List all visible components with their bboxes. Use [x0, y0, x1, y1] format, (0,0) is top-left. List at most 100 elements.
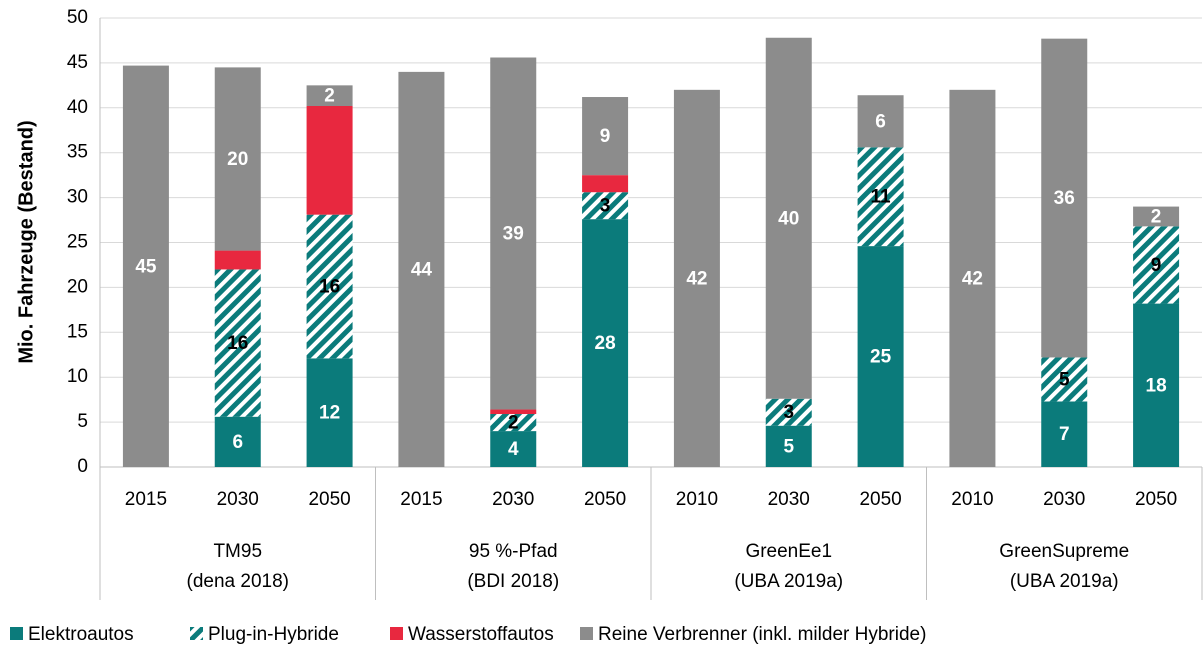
- group-label: TM95: [213, 541, 262, 562]
- value-label: 5: [1059, 369, 1070, 390]
- bar-segment: [1041, 38, 1088, 358]
- bar-segment: [1133, 303, 1180, 467]
- x-tick-label: 2015: [400, 489, 442, 510]
- value-label: 44: [411, 259, 433, 280]
- y-tick-label: 40: [67, 97, 88, 118]
- x-tick-label: 2030: [217, 489, 259, 510]
- value-label: 16: [227, 333, 248, 354]
- x-tick-label: 2050: [859, 489, 901, 510]
- x-tick-label: 2010: [951, 489, 993, 510]
- bar-segment: [122, 65, 169, 468]
- x-tick-label: 2030: [492, 489, 534, 510]
- y-tick-label: 10: [67, 366, 88, 387]
- group-label: GreenEe1: [745, 541, 832, 562]
- y-tick-label: 45: [67, 52, 88, 73]
- bar-segment: [857, 95, 904, 148]
- value-label: 2: [324, 86, 335, 107]
- group-source: (UBA 2019a): [734, 571, 843, 592]
- bar-segment: [306, 358, 353, 467]
- legend-swatch: [390, 627, 403, 640]
- value-label: 6: [875, 111, 886, 132]
- bar-segment: [765, 398, 812, 426]
- bar-segment: [582, 219, 629, 467]
- y-tick-label: 5: [77, 411, 88, 432]
- value-label: 28: [595, 333, 616, 354]
- bar-segment: [765, 425, 812, 467]
- bar-segment: [582, 97, 629, 176]
- value-label: 2: [508, 413, 519, 434]
- bar-segment: [306, 85, 353, 107]
- y-tick-label: 0: [77, 456, 88, 477]
- value-label: 4: [508, 439, 519, 460]
- x-tick-label: 2030: [1043, 489, 1085, 510]
- value-label: 18: [1146, 375, 1167, 396]
- value-label: 7: [1059, 424, 1070, 445]
- value-label: 3: [600, 196, 611, 217]
- bar-segment: [490, 409, 537, 415]
- x-tick-label: 2030: [768, 489, 810, 510]
- value-label: 39: [503, 224, 524, 245]
- y-tick-label: 30: [67, 187, 88, 208]
- value-label: 25: [870, 347, 892, 368]
- y-tick-label: 20: [67, 276, 88, 297]
- bar-segment: [857, 147, 904, 247]
- group-source: (UBA 2019a): [1010, 571, 1119, 592]
- x-tick-label: 2050: [584, 489, 626, 510]
- value-label: 45: [135, 256, 157, 277]
- value-label: 12: [319, 403, 340, 424]
- legend-label: Reine Verbrenner (inkl. milder Hybride): [598, 624, 926, 645]
- value-label: 5: [783, 436, 794, 457]
- value-label: 40: [778, 208, 799, 229]
- bar-segment: [1133, 226, 1180, 304]
- bar-segment: [490, 431, 537, 467]
- legend-label: Elektroautos: [28, 624, 134, 645]
- value-label: 11: [871, 187, 892, 208]
- bar-segment: [949, 89, 996, 467]
- legend-swatch: [580, 627, 593, 640]
- bar-segment: [490, 414, 537, 432]
- bar-segment: [490, 57, 537, 410]
- legend-swatch: [10, 627, 23, 640]
- value-label: 6: [232, 432, 243, 453]
- bar-segment: [673, 89, 720, 467]
- x-tick-label: 2050: [1135, 489, 1177, 510]
- value-label: 9: [600, 126, 611, 147]
- bar-segment: [582, 175, 629, 193]
- legend-swatch: [190, 627, 203, 640]
- group-label: 95 %-Pfad: [469, 541, 558, 562]
- legend-label: Wasserstoffautos: [408, 624, 554, 645]
- bar-segment: [214, 269, 261, 417]
- y-tick-label: 25: [67, 232, 88, 253]
- y-tick-label: 15: [67, 321, 88, 342]
- group-label: GreenSupreme: [999, 541, 1129, 562]
- bar-segment: [214, 416, 261, 467]
- value-label: 9: [1151, 255, 1162, 276]
- value-label: 42: [686, 268, 707, 289]
- x-tick-label: 2050: [308, 489, 350, 510]
- value-label: 16: [319, 277, 340, 298]
- y-tick-label: 35: [67, 142, 88, 163]
- value-label: 3: [783, 402, 794, 423]
- bar-segment: [1041, 357, 1088, 402]
- value-label: 36: [1054, 188, 1075, 209]
- x-tick-label: 2010: [676, 489, 718, 510]
- group-source: (BDI 2018): [467, 571, 559, 592]
- value-label: 42: [962, 268, 983, 289]
- bar-segment: [214, 250, 261, 270]
- bar-segment: [214, 67, 261, 251]
- x-tick-label: 2015: [125, 489, 167, 510]
- bar-segment: [1133, 206, 1180, 227]
- y-axis-title: Mio. Fahrzeuge (Bestand): [15, 120, 37, 363]
- value-label: 20: [227, 149, 248, 170]
- bar-segment: [857, 246, 904, 467]
- bar-segment: [306, 106, 353, 215]
- value-label: 2: [1151, 206, 1162, 227]
- y-tick-label: 50: [67, 7, 88, 28]
- bar-segment: [306, 214, 353, 359]
- bar-segment: [1041, 401, 1088, 467]
- legend-label: Plug-in-Hybride: [208, 624, 339, 645]
- bar-segment: [398, 71, 445, 467]
- bar-segment: [765, 37, 812, 399]
- bar-segment: [582, 192, 629, 220]
